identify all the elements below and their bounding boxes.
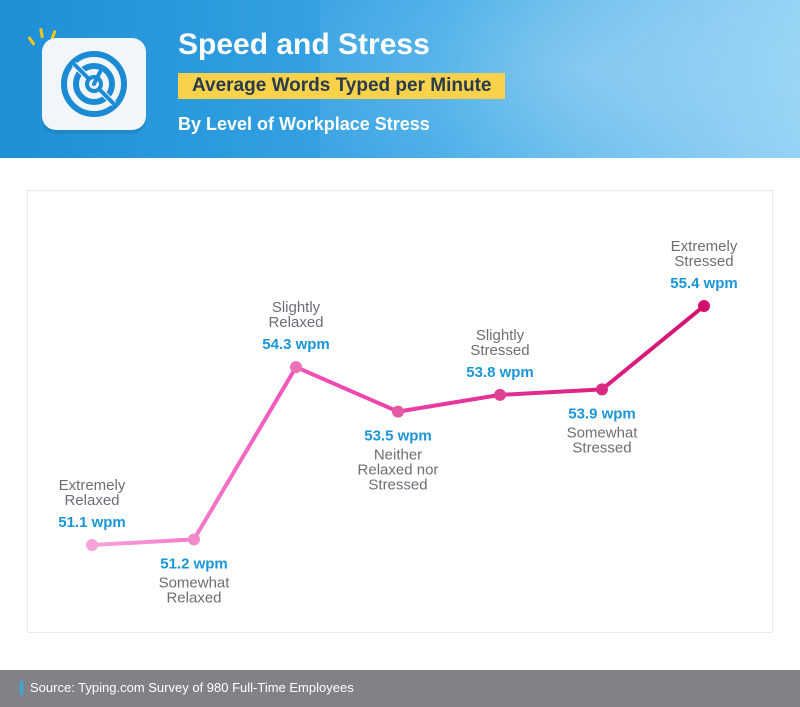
- data-point: [188, 533, 200, 546]
- value-label: 51.2 wpm: [160, 555, 228, 572]
- category-label: Somewhat: [159, 574, 231, 591]
- footer: Source: Typing.com Survey of 980 Full-Ti…: [0, 670, 800, 707]
- speedometer-icon: [61, 51, 127, 117]
- page-title: Speed and Stress: [178, 28, 430, 61]
- category-label: Relaxed: [64, 492, 119, 509]
- data-point: [596, 383, 608, 396]
- chart-subtitle-secondary: By Level of Workplace Stress: [178, 114, 430, 134]
- value-label: 53.8 wpm: [466, 364, 534, 381]
- category-label: Stressed: [470, 342, 529, 359]
- subtitle-highlight: Average Words Typed per Minute: [178, 73, 506, 99]
- category-label: Neither: [374, 447, 422, 464]
- value-label: 54.3 wpm: [262, 336, 330, 353]
- data-point: [392, 405, 404, 418]
- value-label: 51.1 wpm: [58, 514, 126, 531]
- category-label: Stressed: [368, 477, 427, 494]
- category-label: Slightly: [272, 299, 321, 316]
- category-label: Extremely: [59, 477, 126, 494]
- value-label: 55.4 wpm: [670, 275, 738, 292]
- chart-subtitle: Average Words Typed per Minute: [192, 75, 492, 96]
- category-label: Stressed: [572, 439, 631, 456]
- data-point: [86, 539, 98, 551]
- footer-accent-bar: [20, 681, 23, 695]
- value-label: 53.5 wpm: [364, 428, 432, 445]
- category-label: Slightly: [476, 327, 525, 344]
- header-banner: Speed and Stress Average Words Typed per…: [0, 0, 800, 158]
- category-label: Somewhat: [567, 424, 639, 441]
- source-note: Source: Typing.com Survey of 980 Full-Ti…: [30, 680, 354, 695]
- category-label: Stressed: [674, 253, 733, 270]
- data-point: [698, 300, 710, 312]
- category-label: Extremely: [671, 238, 738, 255]
- data-point: [290, 361, 302, 374]
- category-label: Relaxed: [166, 589, 221, 606]
- logo-box: [42, 38, 146, 130]
- category-label: Relaxed: [268, 314, 323, 331]
- value-label: 53.9 wpm: [568, 405, 636, 422]
- data-point: [494, 388, 506, 401]
- category-label: Relaxed nor: [358, 462, 439, 479]
